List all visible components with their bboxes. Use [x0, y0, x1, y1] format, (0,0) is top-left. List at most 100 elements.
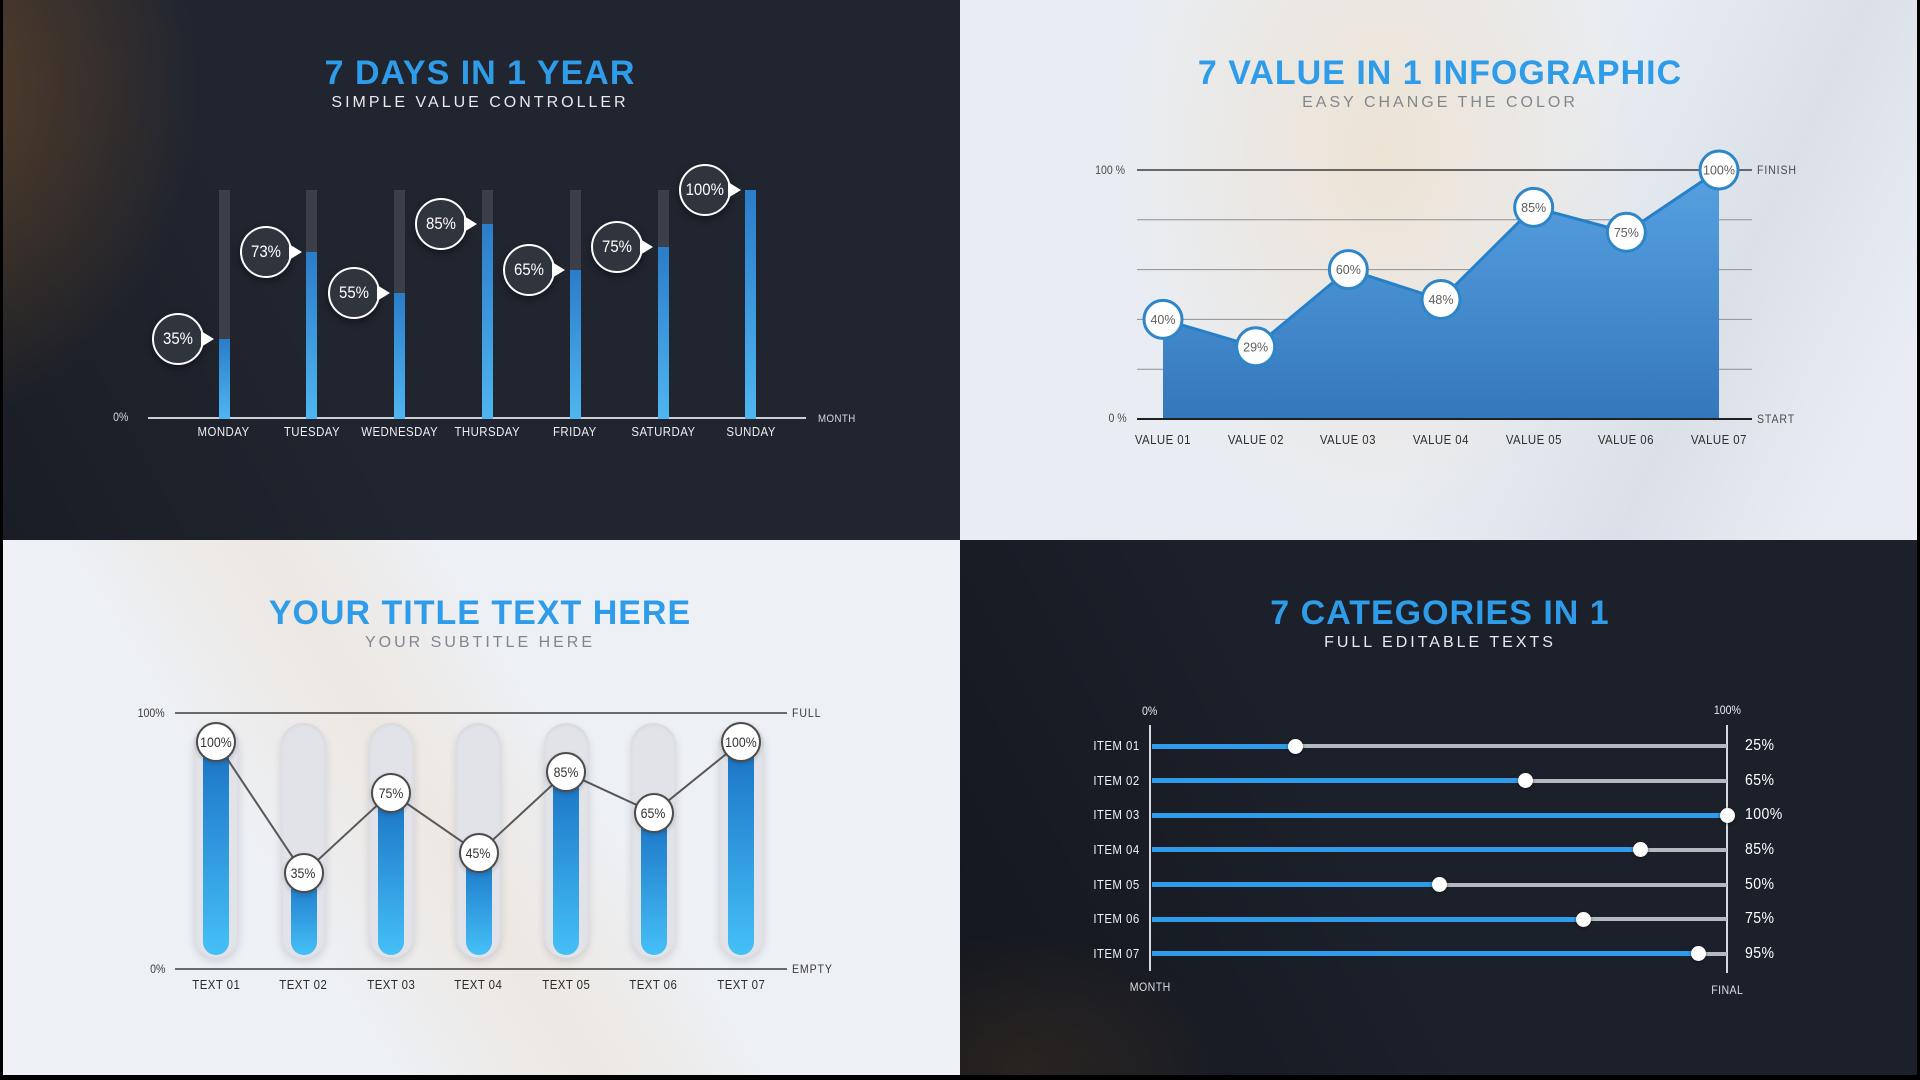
label-text: 35% [163, 328, 193, 348]
bubble-pointer [376, 285, 390, 302]
left-axis-line [1149, 725, 1151, 971]
bubble-pointer [727, 182, 741, 198]
day-bar [481, 224, 493, 419]
panel-title: YOUR TITLE TEXT HERE [268, 594, 692, 632]
panel-subtitle: FULL EDITABLE TEXTS [1324, 634, 1556, 651]
value-marker[interactable]: 75% [1605, 211, 1647, 253]
slider-fill [1152, 951, 1699, 957]
label-text: VALUE 01 [1134, 432, 1192, 447]
value-marker[interactable]: 85% [1513, 186, 1555, 228]
item-label: ITEM 06 [1020, 911, 1140, 926]
value-marker[interactable]: 45% [458, 833, 499, 874]
value-marker[interactable]: 40% [1142, 298, 1184, 340]
marker-value: 29% [1243, 340, 1268, 354]
label-text: 25% [1745, 737, 1775, 754]
item-value: 65% [1745, 772, 1779, 790]
slider-knob[interactable] [1719, 807, 1735, 823]
item-value: 95% [1745, 945, 1779, 963]
label-text: 65% [1745, 771, 1775, 789]
value-bubble[interactable]: 85% [415, 198, 478, 251]
label-text: VALUE 02 [1227, 432, 1284, 447]
value-bubble[interactable]: 73% [239, 225, 302, 278]
x-axis-title: MONTH [818, 413, 856, 425]
x-tick-label: SUNDAY [691, 424, 811, 439]
slider-fill [1152, 812, 1727, 818]
slider-knob[interactable] [1575, 911, 1591, 927]
pill-bar [553, 772, 579, 955]
slider-knob[interactable] [1518, 773, 1534, 789]
label-text: VALUE 04 [1412, 432, 1470, 447]
x-tick-label: TEXT 05 [506, 977, 626, 992]
label-text: TEXT 06 [629, 977, 678, 992]
slider-knob[interactable] [1288, 738, 1304, 754]
x-tick-label: VALUE 07 [1659, 432, 1779, 447]
x-tick-label: VALUE 01 [1103, 432, 1223, 447]
panel-subtitle: EASY CHANGE THE COLOR [1302, 94, 1578, 111]
slider-knob[interactable] [1432, 877, 1447, 893]
value-bubble[interactable]: 65% [503, 244, 566, 297]
panel-title-text: YOUR TITLE TEXT HERE YOUR SUBTITLE HERE … [0, 540, 960, 1080]
x-tick-label: THURSDAY [427, 424, 547, 439]
connector-chart [215, 741, 742, 875]
value-marker[interactable]: 35% [283, 853, 324, 894]
x-tick-label: MONDAY [164, 424, 284, 439]
label-text: TEXT 05 [541, 977, 591, 992]
value-marker[interactable]: 100% [1698, 149, 1740, 191]
value-bubble[interactable]: 100% [678, 164, 741, 216]
value-marker[interactable]: 100% [196, 722, 236, 762]
label-text: TEXT 01 [191, 977, 241, 992]
label-text: ITEM 04 [1093, 841, 1140, 857]
x-tick-label: FRIDAY [515, 424, 635, 439]
value-marker[interactable]: 75% [371, 772, 411, 813]
x-tick-label: TEXT 06 [594, 977, 714, 992]
x-axis-max-label: 100% [1713, 703, 1741, 717]
value-bubble[interactable]: 55% [327, 267, 390, 320]
label-text: 65% [641, 804, 666, 821]
pill-bar [378, 792, 404, 955]
pill-bar [203, 742, 229, 955]
y-axis-min-label: 0 % [1108, 411, 1127, 425]
value-bubble[interactable]: 75% [591, 221, 653, 274]
item-label: ITEM 07 [1020, 946, 1140, 961]
item-value: 25% [1745, 737, 1779, 755]
value-marker[interactable]: 29% [1235, 326, 1277, 368]
area-fill [1163, 170, 1720, 419]
label-text: MONDAY [197, 424, 251, 439]
panel-title: 7 VALUE IN 1 INFOGRAPHIC [1197, 54, 1683, 92]
label-text: ITEM 01 [1093, 738, 1140, 753]
label-text: 85% [426, 214, 457, 234]
day-bar [745, 190, 757, 419]
marker-value: 40% [1150, 313, 1175, 327]
x-tick-label: VALUE 02 [1196, 432, 1316, 447]
label-text: ITEM 07 [1093, 945, 1140, 961]
x-tick-label: VALUE 06 [1566, 432, 1686, 447]
value-marker[interactable]: 85% [546, 752, 586, 793]
slider-knob[interactable] [1690, 946, 1706, 962]
item-label: ITEM 03 [1020, 807, 1140, 822]
pill-bar [640, 812, 667, 955]
label-text: VALUE 07 [1690, 432, 1748, 447]
value-bubble[interactable]: 35% [152, 312, 214, 365]
empty-label: EMPTY [792, 962, 833, 976]
marker-value: 48% [1428, 293, 1453, 307]
panel-7-days: 7 DAYS IN 1 YEAR SIMPLE VALUE CONTROLLER… [0, 0, 960, 540]
item-label: ITEM 01 [1020, 738, 1140, 753]
slider-knob[interactable] [1633, 842, 1649, 858]
value-marker[interactable]: 48% [1420, 278, 1462, 320]
label-text: TUESDAY [283, 424, 340, 439]
value-marker[interactable]: 65% [633, 792, 674, 833]
label-text: VALUE 03 [1320, 432, 1377, 447]
right-axis-line [1726, 725, 1728, 973]
y-axis-max-label: 100 % [1095, 163, 1125, 177]
slider-fill [1152, 916, 1584, 922]
area-chart: 40% 29% 60% 48% 85% 75% 100% [1137, 149, 1752, 420]
slider-track [1152, 744, 1727, 748]
label-text: ITEM 06 [1093, 911, 1140, 927]
label-text: TEXT 04 [454, 977, 503, 992]
value-marker[interactable]: 60% [1327, 249, 1369, 291]
value-marker[interactable]: 100% [721, 722, 761, 762]
bubble-pointer [464, 216, 478, 233]
item-value: 75% [1745, 910, 1779, 928]
label-text: TEXT 02 [279, 977, 328, 992]
